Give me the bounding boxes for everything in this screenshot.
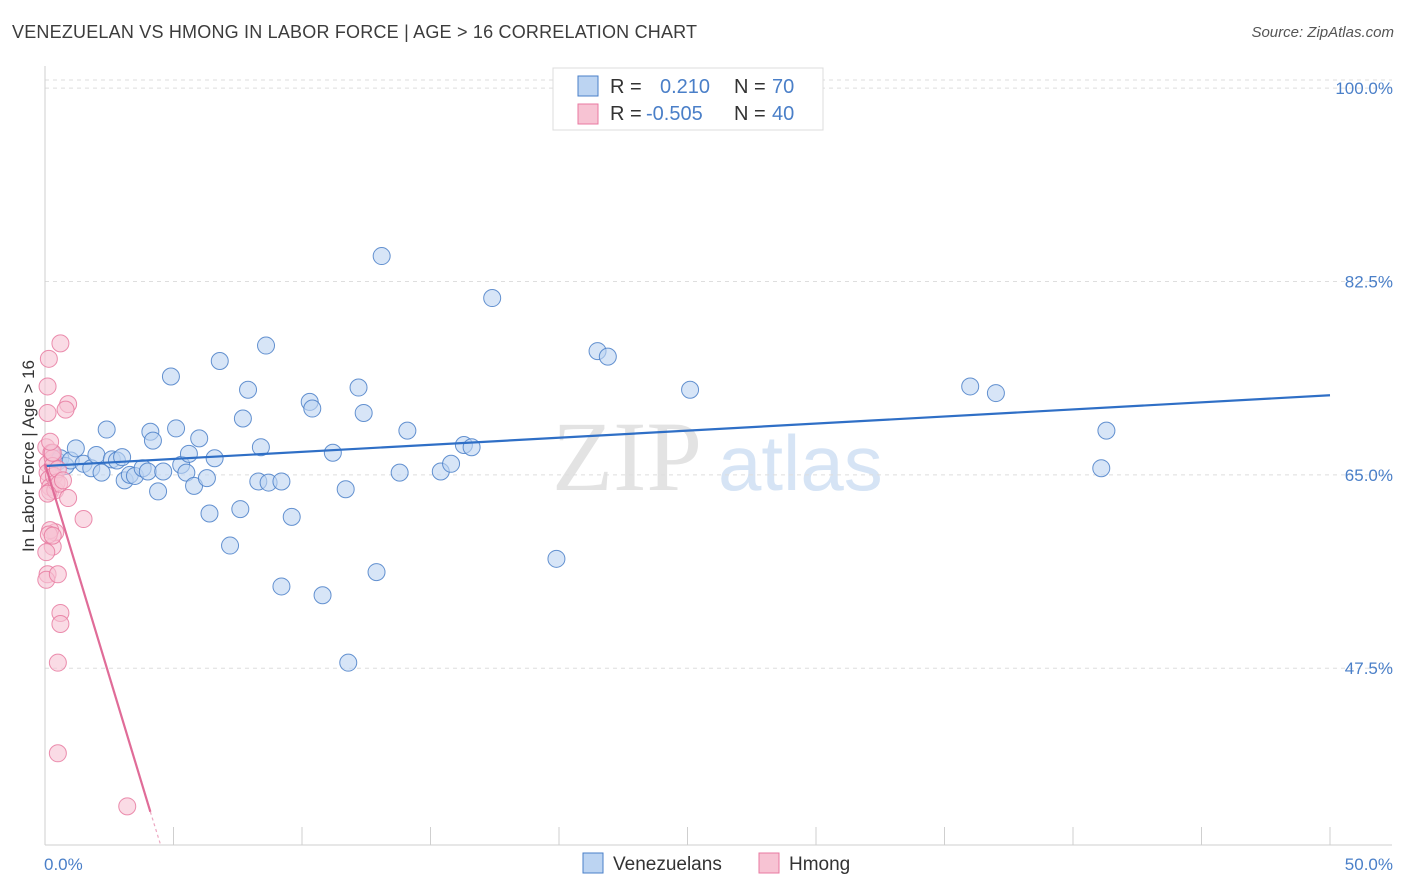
venezuelan-point <box>272 472 291 491</box>
venezuelan-point <box>221 536 240 555</box>
legend-n-value-1: 70 <box>772 76 794 98</box>
correlation-legend: R = 0.210 N = 70 R = -0.505 N = 40 <box>552 67 824 131</box>
venezuelan-point <box>483 289 502 308</box>
legend-r-value-2: -0.505 <box>646 103 703 125</box>
legend-swatch-venezuelans <box>577 75 599 97</box>
venezuelan-point <box>239 380 258 399</box>
legend-r-label-1: R = <box>610 76 642 98</box>
venezuelan-point <box>177 463 196 482</box>
hmong-point <box>48 744 67 763</box>
venezuelan-point <box>231 500 250 519</box>
x-tick-label: 50.0% <box>1345 855 1393 874</box>
hmong-trend-line <box>43 463 152 813</box>
venezuelan-trend-line <box>44 394 1331 468</box>
hmong-point <box>38 403 57 422</box>
venezuelan-point <box>161 367 180 386</box>
venezuelan-point <box>367 563 386 582</box>
venezuelan-point <box>200 504 219 523</box>
hmong-point <box>59 489 78 508</box>
venezuelan-point <box>1092 459 1111 478</box>
chart-title: VENEZUELAN VS HMONG IN LABOR FORCE | AGE… <box>12 22 698 42</box>
venezuelan-point <box>303 399 322 418</box>
venezuelan-point <box>390 463 409 482</box>
venezuelan-point <box>179 444 198 463</box>
venezuelan-point <box>190 429 209 448</box>
venezuelan-point <box>251 438 270 457</box>
venezuelan-point <box>336 480 355 499</box>
venezuelan-point <box>598 347 617 366</box>
hmong-point <box>53 471 72 490</box>
hmong-point <box>37 543 56 562</box>
watermark-zip: ZIP <box>552 401 702 512</box>
hmong-point <box>56 400 75 419</box>
venezuelan-point <box>154 462 173 481</box>
venezuelan-point <box>681 380 700 399</box>
tick-labels: 47.5% 65.0% 82.5% 100.0% 0.0% 50.0% <box>44 79 1393 874</box>
venezuelan-point <box>339 653 358 672</box>
hmong-point <box>74 510 93 529</box>
hmong-point <box>48 653 67 672</box>
venezuelan-point <box>349 378 368 397</box>
y-tick-label: 82.5% <box>1345 272 1393 291</box>
venezuelan-point <box>398 421 417 440</box>
series-legend-label-venezuelans: Venezuelans <box>613 854 722 875</box>
legend-r-value-1: 0.210 <box>660 76 710 98</box>
venezuelan-point <box>87 445 106 464</box>
venezuelan-point <box>442 454 461 473</box>
hmong-trend-line <box>149 811 162 846</box>
y-tick-label: 47.5% <box>1345 659 1393 678</box>
venezuelan-point <box>313 586 332 605</box>
hmong-point <box>51 615 70 634</box>
venezuelan-point <box>197 469 216 488</box>
hmong-point <box>43 526 62 545</box>
series-legend: Venezuelans Hmong <box>582 852 850 875</box>
venezuelan-point <box>282 507 301 526</box>
hmong-point <box>118 797 137 816</box>
venezuelan-point <box>1097 421 1116 440</box>
legend-swatch-hmong <box>577 103 599 125</box>
data-points <box>37 247 1116 816</box>
venezuelan-point <box>97 420 116 439</box>
venezuelan-point <box>210 352 229 371</box>
hmong-point <box>48 565 67 584</box>
watermark-atlas: atlas <box>718 419 883 507</box>
hmong-point <box>51 334 70 353</box>
venezuelan-point <box>143 431 162 450</box>
venezuelan-point <box>149 482 168 501</box>
venezuelan-point <box>66 439 85 458</box>
venezuelan-point <box>354 403 373 422</box>
gridlines <box>45 79 1392 669</box>
legend-n-value-2: 40 <box>772 103 794 125</box>
venezuelan-point <box>272 577 291 596</box>
venezuelan-point <box>372 247 391 266</box>
venezuelan-point <box>138 462 157 481</box>
legend-r-label-2: R = <box>610 103 642 125</box>
legend-n-label-1: N = <box>734 76 766 98</box>
legend-n-label-2: N = <box>734 103 766 125</box>
y-tick-label: 100.0% <box>1335 79 1393 98</box>
venezuelan-point <box>961 377 980 396</box>
hmong-point <box>38 377 57 396</box>
venezuelan-point <box>547 549 566 568</box>
source-label: Source: ZipAtlas.com <box>1251 24 1394 41</box>
series-legend-swatch-venezuelans <box>582 852 604 874</box>
venezuelan-point <box>92 463 111 482</box>
y-tick-label: 65.0% <box>1345 466 1393 485</box>
series-legend-label-hmong: Hmong <box>789 854 850 875</box>
trend-lines <box>43 394 1331 846</box>
hmong-point <box>39 349 58 368</box>
y-axis-label: In Labor Force | Age > 16 <box>19 360 38 552</box>
venezuelan-point <box>257 336 276 355</box>
x-tick-label: 0.0% <box>44 855 83 874</box>
venezuelan-point <box>167 419 186 438</box>
venezuelan-point <box>233 409 252 428</box>
hmong-point <box>41 432 60 451</box>
venezuelan-point <box>986 384 1005 403</box>
venezuelan-point <box>323 443 342 462</box>
venezuelan-point <box>205 449 224 468</box>
series-legend-swatch-hmong <box>758 852 780 874</box>
